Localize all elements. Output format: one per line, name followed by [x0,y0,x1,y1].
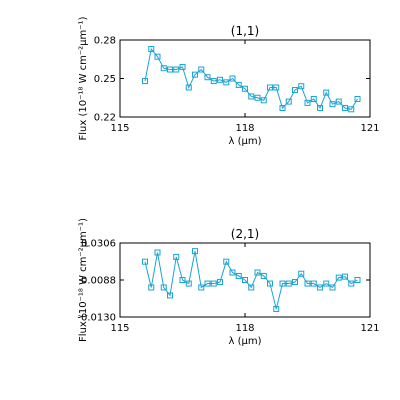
x-tick-label: 118 [235,123,254,134]
data-point [210,78,217,85]
data-point [160,284,167,291]
data-point [267,280,273,287]
x-axis-label: λ (μm) [228,336,261,347]
data-point [273,306,280,313]
y-tick-label: 0.22 [94,113,116,124]
data-point [285,280,292,287]
data-point [254,269,261,276]
data-point [248,93,255,100]
data-point [204,74,211,81]
x-tick-label: 118 [235,323,254,334]
data-point [217,279,223,286]
data-point [279,105,286,112]
data-point [173,253,180,260]
data-point [192,71,198,78]
data-point [323,89,330,96]
data-point [167,66,173,73]
y-tick-label: 0.0306 [81,239,116,250]
data-point [317,284,323,291]
data-point [310,280,317,287]
data-point [304,99,311,106]
y-axis-label: Flux (10⁻¹⁸ W cm⁻²μm⁻¹) [78,218,89,342]
data-point [254,94,261,101]
data-point [298,270,305,277]
data-point [329,101,336,108]
data-point [260,272,267,279]
data-series [142,248,361,313]
data-point [292,87,298,94]
x-ticks: 115 118 121 [110,40,380,134]
data-point [354,96,361,103]
data-point [323,280,330,287]
data-point [235,272,242,279]
data-point [354,277,361,283]
data-point [217,76,223,83]
data-point [304,280,311,287]
data-point [273,84,280,91]
chart-panel-1: (1,1) 115 118 121 0.22 0.25 0.28 λ (μm) Flux… [78,16,380,147]
data-point [204,280,211,287]
y-tick-label: 0.25 [94,74,116,85]
data-point [142,258,148,265]
data-point [348,106,355,113]
data-point [192,248,198,255]
data-point [198,66,205,73]
data-point [148,45,155,52]
data-point [335,274,342,281]
data-point [148,284,155,291]
data-point [267,84,273,91]
data-point [248,284,255,291]
x-tick-label: 121 [360,323,379,334]
data-point [317,105,323,112]
data-point [185,84,192,91]
data-series [142,45,361,113]
data-point [298,83,305,90]
data-point [242,277,248,283]
data-point [335,98,342,105]
data-point [235,81,242,88]
data-point [260,97,267,104]
data-point [310,96,317,103]
data-point [179,63,186,70]
data-point [279,280,286,287]
y-tick-label: 0.0088 [81,276,116,287]
data-point [223,79,230,86]
x-tick-label: 115 [110,323,129,334]
chart-title: (2,1) [231,227,259,241]
data-point [342,105,348,112]
data-point [154,249,161,256]
data-point [348,280,355,287]
data-point [154,53,161,60]
data-point [185,280,192,287]
plot-frame [119,39,371,118]
data-point [242,85,248,92]
y-ticks: 0.22 0.25 0.28 [94,36,370,124]
y-ticks: -0.0130 0.0088 0.0306 [77,239,370,324]
data-point [329,284,336,291]
y-axis-label: Flux (10⁻¹⁸ W cm⁻²μm⁻¹) [78,16,89,140]
data-point [173,66,180,73]
data-point [223,258,230,265]
x-ticks: 115 118 121 [110,243,380,334]
data-point [167,292,173,299]
chart-panel-2: (2,1) 115 118 121 -0.0130 0.0088 0.0306 λ (μ… [77,218,379,347]
data-point [179,277,186,283]
data-point [210,280,217,287]
series-line [144,47,358,110]
chart-title: (1,1) [231,24,259,38]
data-point [229,269,236,276]
data-point [142,78,148,85]
data-point [229,75,236,82]
x-tick-label: 121 [360,123,379,134]
y-tick-label: 0.28 [94,36,116,47]
data-point [160,65,167,72]
x-axis-label: λ (μm) [228,136,261,147]
data-point [342,273,348,280]
data-point [198,284,205,291]
x-tick-label: 115 [110,123,129,134]
data-point [285,98,292,105]
data-point [292,279,298,286]
y-tick-label: -0.0130 [77,313,116,324]
